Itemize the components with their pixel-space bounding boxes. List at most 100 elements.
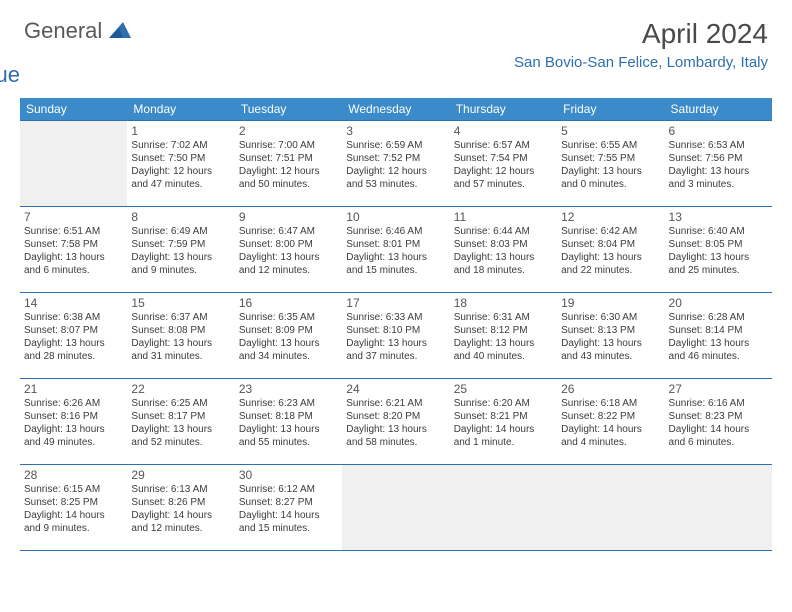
daylight-line: Daylight: 13 hours and 0 minutes. — [561, 166, 660, 192]
day-number: 30 — [239, 468, 338, 483]
sunset-line: Sunset: 8:20 PM — [346, 411, 445, 424]
sunset-line: Sunset: 8:10 PM — [346, 325, 445, 338]
day-number: 1 — [131, 124, 230, 139]
sunrise-line: Sunrise: 6:55 AM — [561, 140, 660, 153]
daylight-line: Daylight: 12 hours and 53 minutes. — [346, 166, 445, 192]
daylight-line: Daylight: 14 hours and 4 minutes. — [561, 424, 660, 450]
sunset-line: Sunset: 8:25 PM — [24, 497, 123, 510]
day-number: 14 — [24, 296, 123, 311]
day-header: Friday — [557, 98, 664, 121]
sunset-line: Sunset: 8:27 PM — [239, 497, 338, 510]
calendar-day-empty — [450, 465, 557, 551]
sunrise-line: Sunrise: 6:33 AM — [346, 312, 445, 325]
calendar-day: 2Sunrise: 7:00 AMSunset: 7:51 PMDaylight… — [235, 121, 342, 207]
calendar-week: 1Sunrise: 7:02 AMSunset: 7:50 PMDaylight… — [20, 121, 772, 207]
day-number: 16 — [239, 296, 338, 311]
daylight-line: Daylight: 13 hours and 28 minutes. — [24, 338, 123, 364]
sunset-line: Sunset: 7:56 PM — [669, 153, 768, 166]
day-number: 6 — [669, 124, 768, 139]
sunset-line: Sunset: 8:05 PM — [669, 239, 768, 252]
day-number: 12 — [561, 210, 660, 225]
daylight-line: Daylight: 14 hours and 12 minutes. — [131, 510, 230, 536]
sunset-line: Sunset: 8:17 PM — [131, 411, 230, 424]
logo-word1: General — [24, 18, 102, 43]
daylight-line: Daylight: 13 hours and 18 minutes. — [454, 252, 553, 278]
daylight-line: Daylight: 13 hours and 52 minutes. — [131, 424, 230, 450]
daylight-line: Daylight: 13 hours and 22 minutes. — [561, 252, 660, 278]
calendar-day: 24Sunrise: 6:21 AMSunset: 8:20 PMDayligh… — [342, 379, 449, 465]
calendar-day: 20Sunrise: 6:28 AMSunset: 8:14 PMDayligh… — [665, 293, 772, 379]
calendar-body: 1Sunrise: 7:02 AMSunset: 7:50 PMDaylight… — [20, 121, 772, 551]
calendar-day: 12Sunrise: 6:42 AMSunset: 8:04 PMDayligh… — [557, 207, 664, 293]
sunset-line: Sunset: 7:59 PM — [131, 239, 230, 252]
calendar-week: 7Sunrise: 6:51 AMSunset: 7:58 PMDaylight… — [20, 207, 772, 293]
sunrise-line: Sunrise: 7:00 AM — [239, 140, 338, 153]
sunrise-line: Sunrise: 6:30 AM — [561, 312, 660, 325]
daylight-line: Daylight: 12 hours and 57 minutes. — [454, 166, 553, 192]
calendar-day: 11Sunrise: 6:44 AMSunset: 8:03 PMDayligh… — [450, 207, 557, 293]
sunrise-line: Sunrise: 6:57 AM — [454, 140, 553, 153]
day-number: 19 — [561, 296, 660, 311]
sunrise-line: Sunrise: 6:15 AM — [24, 484, 123, 497]
daylight-line: Daylight: 12 hours and 50 minutes. — [239, 166, 338, 192]
title-block: April 2024 San Bovio-San Felice, Lombard… — [514, 18, 768, 71]
page-title: April 2024 — [514, 18, 768, 50]
daylight-line: Daylight: 13 hours and 55 minutes. — [239, 424, 338, 450]
calendar-day-empty — [665, 465, 772, 551]
day-number: 20 — [669, 296, 768, 311]
logo: General Blue — [24, 18, 131, 88]
sunrise-line: Sunrise: 6:49 AM — [131, 226, 230, 239]
day-header: Thursday — [450, 98, 557, 121]
sunrise-line: Sunrise: 6:23 AM — [239, 398, 338, 411]
sunset-line: Sunset: 8:14 PM — [669, 325, 768, 338]
sunrise-line: Sunrise: 6:44 AM — [454, 226, 553, 239]
day-header: Tuesday — [235, 98, 342, 121]
day-number: 26 — [561, 382, 660, 397]
header: General Blue April 2024 San Bovio-San Fe… — [0, 0, 792, 92]
calendar-day: 7Sunrise: 6:51 AMSunset: 7:58 PMDaylight… — [20, 207, 127, 293]
sunrise-line: Sunrise: 6:26 AM — [24, 398, 123, 411]
sunrise-line: Sunrise: 6:40 AM — [669, 226, 768, 239]
calendar-table: SundayMondayTuesdayWednesdayThursdayFrid… — [20, 98, 772, 551]
daylight-line: Daylight: 14 hours and 15 minutes. — [239, 510, 338, 536]
daylight-line: Daylight: 13 hours and 34 minutes. — [239, 338, 338, 364]
sunrise-line: Sunrise: 6:38 AM — [24, 312, 123, 325]
sunset-line: Sunset: 8:23 PM — [669, 411, 768, 424]
day-number: 7 — [24, 210, 123, 225]
day-number: 22 — [131, 382, 230, 397]
day-header: Monday — [127, 98, 234, 121]
daylight-line: Daylight: 13 hours and 43 minutes. — [561, 338, 660, 364]
calendar-day: 16Sunrise: 6:35 AMSunset: 8:09 PMDayligh… — [235, 293, 342, 379]
calendar-day: 30Sunrise: 6:12 AMSunset: 8:27 PMDayligh… — [235, 465, 342, 551]
calendar-day: 6Sunrise: 6:53 AMSunset: 7:56 PMDaylight… — [665, 121, 772, 207]
day-number: 23 — [239, 382, 338, 397]
calendar-day: 18Sunrise: 6:31 AMSunset: 8:12 PMDayligh… — [450, 293, 557, 379]
sunset-line: Sunset: 8:07 PM — [24, 325, 123, 338]
sunrise-line: Sunrise: 7:02 AM — [131, 140, 230, 153]
calendar-day: 10Sunrise: 6:46 AMSunset: 8:01 PMDayligh… — [342, 207, 449, 293]
sunset-line: Sunset: 8:21 PM — [454, 411, 553, 424]
sunrise-line: Sunrise: 6:12 AM — [239, 484, 338, 497]
calendar-day: 22Sunrise: 6:25 AMSunset: 8:17 PMDayligh… — [127, 379, 234, 465]
calendar-day: 15Sunrise: 6:37 AMSunset: 8:08 PMDayligh… — [127, 293, 234, 379]
sunrise-line: Sunrise: 6:46 AM — [346, 226, 445, 239]
day-header-row: SundayMondayTuesdayWednesdayThursdayFrid… — [20, 98, 772, 121]
day-number: 21 — [24, 382, 123, 397]
day-number: 8 — [131, 210, 230, 225]
sunrise-line: Sunrise: 6:53 AM — [669, 140, 768, 153]
calendar-day: 19Sunrise: 6:30 AMSunset: 8:13 PMDayligh… — [557, 293, 664, 379]
calendar-day: 26Sunrise: 6:18 AMSunset: 8:22 PMDayligh… — [557, 379, 664, 465]
logo-word2: Blue — [0, 62, 131, 88]
sunset-line: Sunset: 8:13 PM — [561, 325, 660, 338]
daylight-line: Daylight: 13 hours and 37 minutes. — [346, 338, 445, 364]
calendar-day-empty — [557, 465, 664, 551]
sunrise-line: Sunrise: 6:42 AM — [561, 226, 660, 239]
day-number: 9 — [239, 210, 338, 225]
calendar-day: 17Sunrise: 6:33 AMSunset: 8:10 PMDayligh… — [342, 293, 449, 379]
calendar-day: 5Sunrise: 6:55 AMSunset: 7:55 PMDaylight… — [557, 121, 664, 207]
calendar-day: 9Sunrise: 6:47 AMSunset: 8:00 PMDaylight… — [235, 207, 342, 293]
calendar-day-empty — [342, 465, 449, 551]
sunrise-line: Sunrise: 6:31 AM — [454, 312, 553, 325]
location-label: San Bovio-San Felice, Lombardy, Italy — [514, 54, 768, 71]
day-number: 4 — [454, 124, 553, 139]
